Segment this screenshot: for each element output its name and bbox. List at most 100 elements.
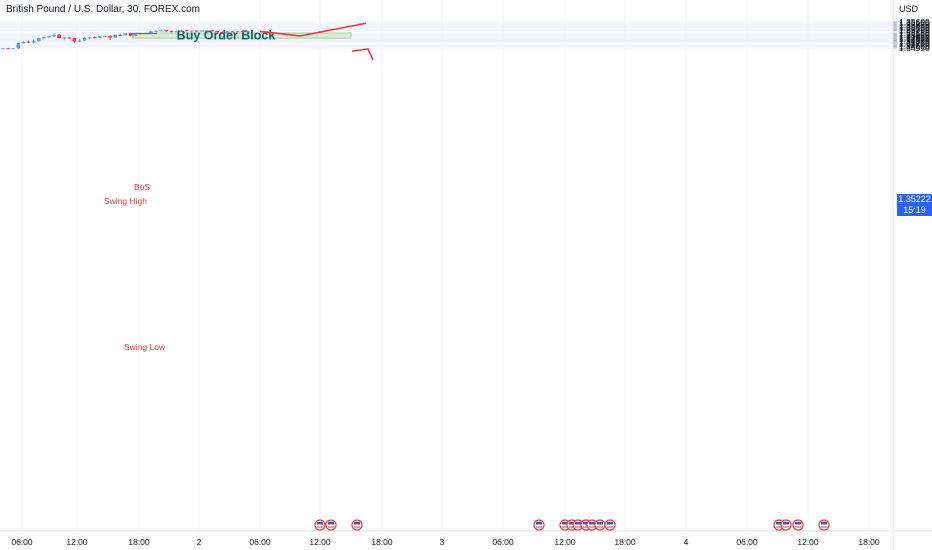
candle-body xyxy=(240,31,245,33)
candle-body xyxy=(164,30,168,32)
x-tick-label: 18:00 xyxy=(128,537,150,547)
candle-body xyxy=(82,37,87,41)
candle-body xyxy=(1,48,5,50)
projection-path xyxy=(259,22,367,37)
flag-canton xyxy=(575,522,581,525)
candle-body xyxy=(154,30,158,32)
flag-canton xyxy=(597,522,603,525)
candle-body xyxy=(225,31,230,33)
candle-body xyxy=(220,31,225,33)
flag-canton xyxy=(328,522,334,525)
x-tick-label: 06:00 xyxy=(249,537,271,547)
candle-body xyxy=(16,43,21,49)
candle-body xyxy=(195,30,199,32)
flag-canton xyxy=(589,522,595,525)
flag-canton xyxy=(317,522,323,525)
candle-body xyxy=(93,37,97,39)
candle-body xyxy=(113,34,117,38)
candle-body xyxy=(77,40,82,42)
y-tick-label: 1.35050 xyxy=(899,31,930,41)
y-tick-label: 1.35600 xyxy=(899,17,930,27)
us-flag-event-icon xyxy=(792,519,804,531)
candle-body xyxy=(67,37,72,39)
candle-body xyxy=(21,41,26,44)
candle-body xyxy=(6,48,10,50)
candle-body xyxy=(230,31,235,33)
y-tick-label: 1.35400 xyxy=(899,22,930,32)
y-tick-label: 1.34800 xyxy=(899,37,930,47)
us-flag-event-icon xyxy=(314,519,326,531)
candle-body xyxy=(133,34,138,36)
flag-canton xyxy=(795,522,801,525)
candle-body xyxy=(189,30,194,32)
x-tick-label: 12:00 xyxy=(554,537,576,547)
candle-body xyxy=(31,41,36,43)
x-tick-label: 06:00 xyxy=(492,537,514,547)
flag-canton xyxy=(783,522,789,525)
y-tick-label: 1.34550 xyxy=(899,43,930,53)
flag-canton xyxy=(583,522,589,525)
y-tick-label: 1.35550 xyxy=(899,18,930,28)
us-flag-event-icon xyxy=(533,519,545,531)
bos-label: BoS xyxy=(134,182,150,192)
y-tick-label: 1.34750 xyxy=(899,38,930,48)
flag-canton xyxy=(607,522,613,525)
x-tick-label: 3 xyxy=(440,537,445,547)
us-flag-event-icon xyxy=(594,519,606,531)
chart-title: British Pound / U.S. Dollar, 30, FOREX.c… xyxy=(6,4,200,15)
last-price-tag: 1.35222 15:19 xyxy=(897,194,932,216)
candle-body xyxy=(87,37,92,39)
flag-canton xyxy=(536,522,542,525)
y-tick-label: 1.35150 xyxy=(899,28,930,38)
candle-body xyxy=(179,30,184,32)
us-flag-event-icon xyxy=(780,519,792,531)
y-tick-label: 1.35300 xyxy=(899,24,930,34)
candle-body xyxy=(159,30,163,32)
y-tick-label: 1.35350 xyxy=(899,23,930,33)
y-tick-label: 1.35500 xyxy=(899,19,930,29)
candle-body xyxy=(246,31,250,33)
candle-body xyxy=(57,34,61,38)
flag-canton xyxy=(776,522,782,525)
candle-body xyxy=(169,30,174,32)
candle-body xyxy=(200,30,204,32)
swing-low-label: Swing Low xyxy=(124,342,166,352)
candle-countdown: 15:19 xyxy=(903,205,926,215)
candle-body xyxy=(118,34,123,36)
candle-body xyxy=(52,34,56,37)
x-tick-label: 2 xyxy=(197,537,202,547)
y-tick-label: 1.34950 xyxy=(899,33,930,43)
candle-body xyxy=(149,31,153,34)
flag-canton xyxy=(569,522,575,525)
flag-canton xyxy=(562,522,568,525)
candle-body xyxy=(205,30,209,32)
flag-canton xyxy=(354,522,360,525)
x-tick-label: 12:00 xyxy=(797,537,819,547)
candle-body xyxy=(72,37,77,42)
flag-canton xyxy=(821,522,827,525)
candle-body xyxy=(62,37,66,39)
y-tick-label: 1.34600 xyxy=(899,42,930,52)
candle-body xyxy=(184,30,189,32)
y-tick-label: 1.34850 xyxy=(899,35,930,45)
y-tick-label: 1.35450 xyxy=(899,21,930,31)
candle-body xyxy=(123,33,128,36)
candle-body xyxy=(108,36,112,38)
candle-body xyxy=(36,38,41,42)
projection-arrowhead xyxy=(351,48,374,61)
y-tick-label: 1.35250 xyxy=(899,26,930,36)
candle-body xyxy=(26,41,31,43)
candle-body xyxy=(235,31,240,33)
candle-body xyxy=(103,36,107,38)
candle-body xyxy=(174,31,179,33)
x-tick-label: 12:00 xyxy=(309,537,331,547)
x-tick-label: 4 xyxy=(684,537,689,547)
x-tick-label: 06:00 xyxy=(736,537,758,547)
x-tick-label: 18:00 xyxy=(371,537,393,547)
order-block-label: Buy Order Block xyxy=(177,29,276,43)
candle-body xyxy=(11,48,15,50)
y-tick-label: 1.34900 xyxy=(899,34,930,44)
x-tick-label: 12:00 xyxy=(66,537,88,547)
